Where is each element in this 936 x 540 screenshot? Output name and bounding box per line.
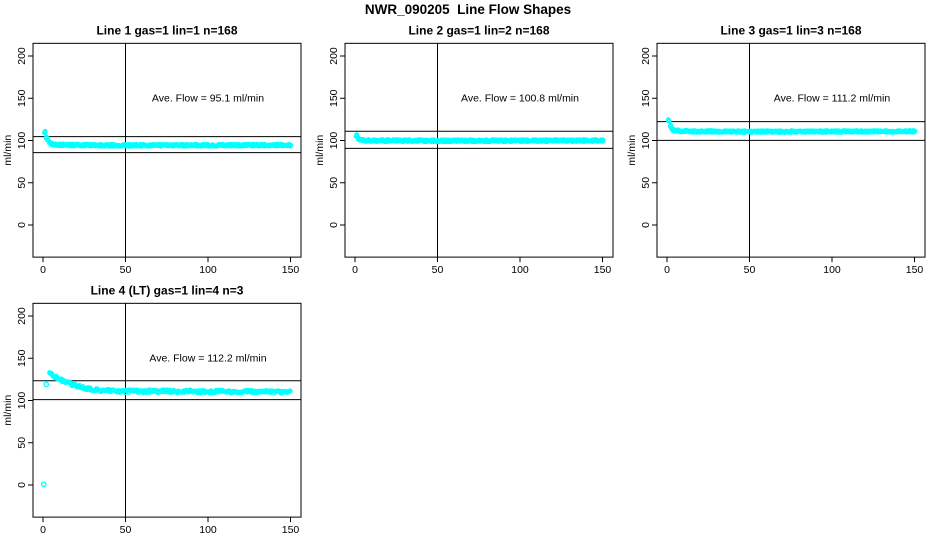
- x-tick-label: 0: [40, 524, 46, 536]
- y-tick-label: 100: [16, 392, 28, 410]
- x-tick-label: 150: [282, 264, 300, 276]
- x-tick-label: 100: [511, 264, 529, 276]
- x-tick-label: 150: [282, 524, 300, 536]
- outlier-point: [40, 481, 47, 488]
- x-tick-label: 100: [199, 264, 217, 276]
- x-tick-label: 50: [432, 264, 444, 276]
- plot-box: [32, 302, 302, 518]
- y-tick-label: 50: [16, 437, 28, 449]
- y-tick-label: 0: [328, 222, 340, 228]
- axis-ticks: 0 50 100 150 0 50 100 150 200: [16, 307, 299, 536]
- subplot-title: Line 4 (LT) gas=1 lin=4 n=3: [91, 283, 244, 297]
- y-tick-label: 200: [16, 47, 28, 65]
- average-flow-annotation: Ave. Flow = 100.8 ml/min: [461, 92, 579, 104]
- average-flow-annotation: Ave. Flow = 111.2 ml/min: [774, 92, 891, 104]
- y-tick-label: 150: [16, 89, 28, 107]
- average-flow-annotation: Ave. Flow = 112.2 ml/min: [149, 352, 266, 364]
- y-axis-label: ml/min: [2, 135, 14, 166]
- y-tick-label: 0: [16, 482, 28, 488]
- plot-box: [344, 42, 614, 258]
- outlier-point: [43, 381, 50, 388]
- axis-ticks: 0 50 100 150 0 50 100 150 200: [328, 47, 611, 276]
- y-tick-label: 50: [640, 177, 652, 189]
- y-tick-label: 100: [640, 132, 652, 150]
- y-tick-label: 200: [328, 47, 340, 65]
- subplot-title: Line 2 gas=1 lin=2 n=168: [408, 23, 549, 37]
- subplot-3: 0 50 100 150 0 50 100 150 200 ml/min Line 3 gas=1 …: [626, 23, 926, 276]
- x-tick-label: 100: [199, 524, 217, 536]
- average-flow-annotation: Ave. Flow = 95.1 ml/min: [152, 92, 264, 104]
- y-axis-label: ml/min: [626, 135, 638, 166]
- data-points: [42, 128, 294, 149]
- subplot-1: 0 50 100 150 0 50 100 150 200 ml/min Line 1 gas=1 …: [2, 23, 302, 276]
- x-tick-label: 0: [664, 264, 670, 276]
- x-tick-label: 50: [744, 264, 756, 276]
- x-tick-label: 100: [823, 264, 841, 276]
- subplot-4: 0 50 100 150 0 50 100 150 200 ml/min Line 4 (LT) g…: [2, 283, 302, 536]
- y-axis-label: ml/min: [314, 135, 326, 166]
- y-tick-label: 200: [640, 47, 652, 65]
- subplot-title: Line 1 gas=1 lin=1 n=168: [96, 23, 237, 37]
- axis-ticks: 0 50 100 150 0 50 100 150 200: [640, 47, 923, 276]
- data-points: [353, 132, 606, 145]
- y-tick-label: 150: [328, 89, 340, 107]
- y-tick-label: 150: [16, 349, 28, 367]
- y-tick-label: 50: [16, 177, 28, 189]
- data-points: [40, 370, 293, 488]
- x-tick-label: 0: [352, 264, 358, 276]
- axis-ticks: 0 50 100 150 0 50 100 150 200: [16, 47, 299, 276]
- y-tick-label: 100: [16, 132, 28, 150]
- y-tick-label: 0: [640, 222, 652, 228]
- x-tick-label: 50: [120, 264, 132, 276]
- y-tick-label: 150: [640, 89, 652, 107]
- y-tick-label: 100: [328, 132, 340, 150]
- y-tick-label: 0: [16, 222, 28, 228]
- plot-box: [32, 42, 302, 258]
- main-title: NWR_090205 Line Flow Shapes: [364, 2, 572, 17]
- y-tick-label: 50: [328, 177, 340, 189]
- plot-box: [656, 42, 926, 258]
- subplot-title: Line 3 gas=1 lin=3 n=168: [720, 23, 861, 37]
- x-tick-label: 0: [40, 264, 46, 276]
- subplot-2: 0 50 100 150 0 50 100 150 200 ml/min Line 2 gas=1 …: [314, 23, 614, 276]
- x-tick-label: 150: [906, 264, 924, 276]
- x-tick-label: 50: [120, 524, 132, 536]
- y-tick-label: 200: [16, 307, 28, 325]
- data-points: [665, 117, 918, 136]
- y-axis-label: ml/min: [2, 395, 14, 426]
- x-tick-label: 150: [594, 264, 612, 276]
